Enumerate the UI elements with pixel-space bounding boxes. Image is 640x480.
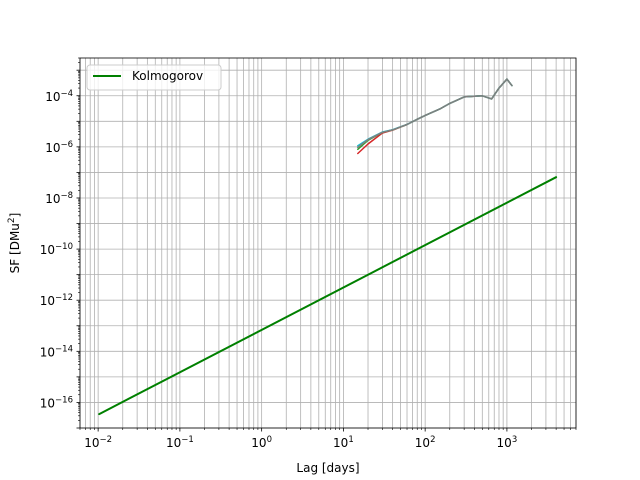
y-tick-label: 10−10	[40, 242, 73, 257]
y-axis-label: SF [DMu2]	[7, 213, 22, 274]
series-line-kolmogorov	[98, 176, 558, 416]
legend-label-kolmogorov: Kolmogorov	[132, 69, 203, 83]
x-tick-label: 10−2	[84, 435, 112, 450]
x-axis-label: Lag [days]	[296, 461, 359, 475]
x-tick-label: 10−1	[166, 435, 194, 450]
y-tick-label: 10−6	[45, 140, 73, 155]
plot-area: 10−2 10−1 100 101 102 103 10−16 10−14 10−12 10−10…	[40, 57, 577, 450]
axes-frame	[79, 57, 577, 429]
y-tick-label: 10−12	[40, 293, 73, 308]
x-tick-label: 102	[415, 435, 436, 450]
y-tick-label: 10−4	[45, 89, 73, 104]
data-series	[98, 78, 558, 416]
series-line-4	[357, 78, 513, 149]
y-tick-label: 10−16	[40, 395, 73, 410]
x-tick-label: 101	[333, 435, 354, 450]
legend-box	[86, 64, 222, 91]
legend: Kolmogorov	[86, 64, 222, 91]
y-tick-label: 10−14	[40, 344, 73, 359]
y-tick-label: 10−8	[45, 191, 73, 206]
x-tick-label: 103	[497, 435, 518, 450]
grid-lines	[79, 58, 577, 429]
axis-ticks: 10−2 10−1 100 101 102 103 10−16 10−14 10−12 10−10…	[40, 57, 577, 450]
x-tick-label: 100	[251, 435, 272, 450]
